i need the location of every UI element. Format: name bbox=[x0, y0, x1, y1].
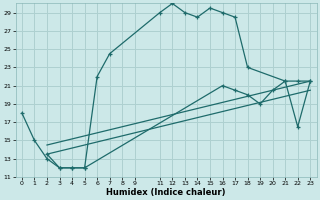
X-axis label: Humidex (Indice chaleur): Humidex (Indice chaleur) bbox=[106, 188, 226, 197]
